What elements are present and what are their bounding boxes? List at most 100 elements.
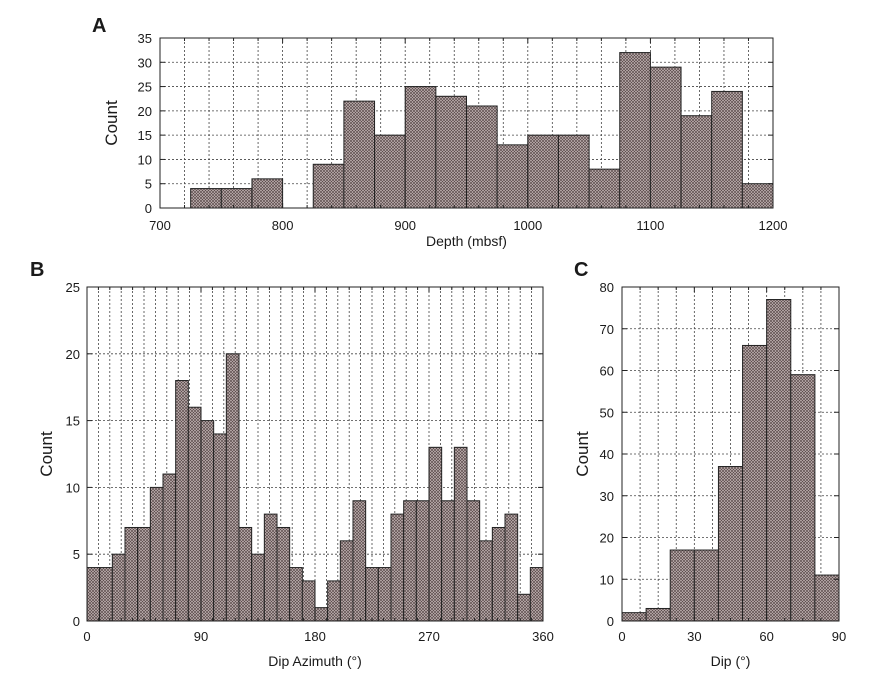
histogram-bar: [343, 100, 376, 209]
y-tick-label: 20: [138, 104, 152, 119]
y-tick-label: 20: [66, 347, 80, 362]
y-tick-label: 0: [607, 614, 614, 629]
x-tick-label: 360: [532, 629, 554, 644]
histogram-bar: [200, 420, 215, 622]
y-tick-label: 30: [138, 55, 152, 70]
histogram-bar: [588, 168, 621, 209]
histogram-bar: [301, 580, 316, 622]
y-tick-label: 0: [145, 201, 152, 216]
histogram-bar: [390, 513, 405, 622]
histogram-bar: [441, 500, 455, 622]
histogram-bar: [680, 115, 713, 209]
y-tick-label: 60: [600, 364, 614, 379]
histogram-bar: [466, 500, 481, 622]
histogram-bar: [137, 526, 151, 622]
y-tick-label: 30: [600, 489, 614, 504]
histogram-bar: [814, 574, 840, 622]
histogram-bar: [225, 353, 240, 622]
y-tick-label: 0: [73, 614, 80, 629]
x-tick-label: 30: [687, 629, 701, 644]
histogram-bar: [220, 188, 253, 209]
histogram-bar: [377, 567, 392, 622]
histogram-bar: [124, 526, 139, 622]
y-tick-label: 50: [600, 405, 614, 420]
x-axis-label: Dip (°): [711, 653, 751, 669]
histogram-bar: [162, 473, 177, 622]
plot-frame: [159, 37, 774, 209]
histogram-bar: [374, 134, 406, 209]
histogram-bar: [517, 593, 531, 622]
panel-a: A 700 800 900 1000 1100 1200 0 5 10 15 20 25 30 35 Dept…: [92, 15, 787, 249]
histogram-bar: [190, 188, 222, 209]
y-tick-label: 5: [73, 547, 80, 562]
histogram-bar: [327, 580, 341, 622]
histogram-bar: [491, 526, 506, 622]
x-tick-label: 1000: [513, 218, 542, 233]
y-tick-label: 10: [138, 152, 152, 167]
histogram-bar: [711, 90, 743, 209]
histogram-bar: [238, 526, 253, 622]
histogram-bar: [790, 374, 816, 622]
histogram-bar: [741, 183, 774, 209]
y-tick-label: 80: [600, 280, 614, 295]
x-tick-label: 90: [194, 629, 208, 644]
histogram-bar: [621, 612, 647, 622]
histogram-bar: [339, 540, 354, 622]
histogram-bar: [213, 433, 227, 622]
y-tick-label: 15: [138, 128, 152, 143]
panel-letter: C: [574, 259, 588, 281]
y-axis-label: Count: [37, 431, 56, 477]
x-tick-label: 90: [832, 629, 846, 644]
histogram-bar: [527, 134, 559, 209]
histogram-bar: [453, 446, 468, 622]
x-tick-label: 900: [394, 218, 416, 233]
histogram-bar: [717, 466, 744, 622]
histogram-bar: [263, 513, 278, 622]
histogram-bar: [479, 540, 493, 622]
x-tick-label: 180: [304, 629, 326, 644]
histogram-bar: [557, 134, 590, 209]
histogram-bar: [289, 567, 303, 622]
histogram-bar: [251, 553, 265, 622]
histogram-bar: [529, 567, 544, 622]
y-axis-label: Count: [573, 431, 592, 477]
histogram-bar: [504, 513, 519, 622]
x-axis-label: Dip Azimuth (°): [268, 653, 362, 669]
x-tick-label: 700: [149, 218, 171, 233]
y-tick-label: 5: [145, 177, 152, 192]
histogram-bar: [466, 105, 498, 209]
histogram-bar: [314, 607, 329, 622]
panel-letter: A: [92, 15, 106, 37]
histogram-bar: [352, 500, 367, 622]
y-tick-label: 40: [600, 447, 614, 462]
histogram-bar: [415, 500, 430, 622]
x-tick-label: 0: [83, 629, 90, 644]
y-tick-label: 25: [66, 280, 80, 295]
histogram-bar: [404, 86, 437, 209]
panel-b: B 0 90 180 270 360 0 5 10 15 20 25 Dip Azimuth (°) Co…: [30, 259, 554, 669]
y-axis-label: Count: [102, 100, 121, 146]
histogram-bar: [175, 380, 189, 622]
x-tick-label: 1200: [759, 218, 788, 233]
x-tick-label: 1100: [636, 218, 664, 233]
histogram-bar: [742, 344, 768, 622]
histogram-bar: [86, 567, 101, 622]
histogram-bar: [276, 526, 291, 622]
x-axis-label: Depth (mbsf): [426, 233, 507, 249]
y-tick-label: 25: [138, 80, 152, 95]
y-tick-label: 35: [138, 31, 152, 46]
panel-letter: B: [30, 259, 44, 281]
y-tick-label: 70: [600, 322, 614, 337]
x-tick-label: 800: [272, 218, 294, 233]
histogram-bar: [619, 52, 651, 209]
x-tick-label: 0: [618, 629, 625, 644]
y-tick-label: 20: [600, 531, 614, 546]
histogram-bar: [251, 178, 284, 209]
histogram-bar: [312, 163, 345, 209]
y-tick-label: 15: [66, 414, 80, 429]
histogram-bar: [365, 567, 379, 622]
panel-c: C 0 30 60 90 0 10 20 30 40 50 60 70 80 Dip (°) Count: [573, 259, 846, 669]
histogram-bar: [766, 299, 792, 622]
histogram-bar: [403, 500, 417, 622]
